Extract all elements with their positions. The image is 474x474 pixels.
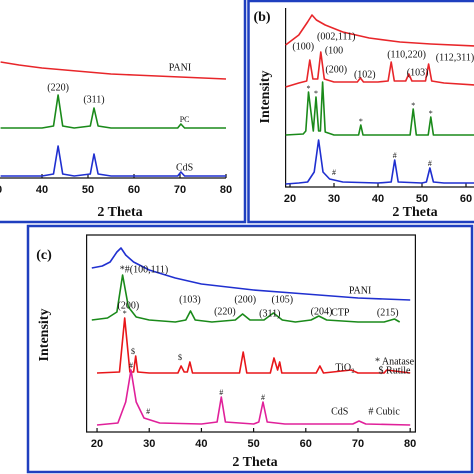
- data-line: [0, 145, 226, 177]
- panel-frame: [247, 0, 474, 224]
- annotation: (215): [377, 307, 399, 318]
- annotation: #: [129, 361, 133, 370]
- annotation: (110,220): [387, 49, 426, 60]
- annotation: CTP: [331, 307, 350, 318]
- annotation: *: [411, 101, 415, 110]
- x-axis-title: 2 Theta: [97, 205, 142, 220]
- annotation: #: [332, 168, 336, 177]
- data-line: [91, 274, 401, 323]
- x-tick-label: 60: [300, 438, 312, 450]
- panel: 20 30 40 50 60 (002,111)(100) (100 (200) (102) (1…: [253, 8, 474, 220]
- y-axis-title: Intensity: [37, 309, 52, 362]
- data-line: [96, 317, 411, 374]
- panel-frame: [0, 0, 247, 224]
- annotation: # Cubic: [368, 406, 400, 417]
- annotation: (220): [47, 82, 69, 93]
- x-tick-label: 70: [352, 438, 364, 450]
- annotation: (103): [179, 294, 201, 305]
- annotation: PANI: [349, 285, 371, 296]
- axis-line: [285, 8, 474, 188]
- annotation: #: [146, 407, 150, 416]
- x-tick-label: 50: [82, 184, 94, 196]
- x-axis-title: 2 Theta: [232, 455, 277, 470]
- annotation: CdS: [331, 406, 348, 417]
- annotation: (105): [271, 294, 293, 305]
- annotation: $: [131, 347, 135, 356]
- annotation: CdS: [176, 162, 193, 173]
- x-tick-label: 40: [372, 193, 384, 205]
- x-tick-label: 50: [247, 438, 259, 450]
- x-tick-label: 80: [220, 184, 232, 196]
- annotation: (311): [259, 308, 280, 319]
- x-tick-label: 50: [416, 193, 428, 205]
- annotation: (220): [214, 306, 236, 317]
- x-tick-label: 60: [460, 193, 472, 205]
- annotation: *: [359, 117, 363, 126]
- x-tick-label: 30: [0, 184, 2, 196]
- data-line: [0, 61, 227, 80]
- x-tick-label: 60: [128, 184, 140, 196]
- annotation: #: [261, 393, 265, 402]
- data-line: [285, 51, 474, 88]
- x-tick-label: 30: [143, 438, 155, 450]
- annotation: #: [428, 159, 432, 168]
- data-line: [285, 139, 474, 185]
- panel-label: (c): [36, 248, 52, 263]
- annotation: (100: [325, 45, 343, 56]
- x-tick-label: 20: [284, 193, 296, 205]
- data-line: [0, 94, 226, 129]
- annotation: *: [123, 309, 127, 318]
- annotation: (311): [83, 94, 104, 105]
- x-tick-label: 40: [195, 438, 207, 450]
- annotation: *#(100,111): [120, 264, 168, 275]
- annotation: TiO₂: [335, 362, 354, 373]
- panel-label: (b): [253, 10, 270, 25]
- annotation: PANI: [169, 62, 191, 73]
- data-line: [285, 81, 474, 136]
- annotation: *: [314, 89, 318, 98]
- annotation: (100): [292, 41, 314, 52]
- axis-line: [86, 234, 416, 433]
- x-tick-label: 70: [174, 184, 186, 196]
- annotation: *: [306, 84, 310, 93]
- annotation: (200): [234, 294, 256, 305]
- annotation: (200): [325, 64, 347, 75]
- panel-frame: [26, 224, 474, 474]
- data-line: [285, 14, 474, 47]
- annotation: #: [219, 388, 223, 397]
- annotation: $ Rutile: [379, 365, 412, 376]
- annotation: PC: [180, 115, 190, 124]
- annotation: *: [429, 109, 433, 118]
- y-axis-title: Intensity: [258, 71, 273, 124]
- annotation: $: [178, 353, 182, 362]
- data-line: [91, 247, 411, 301]
- x-axis-title: 2 Theta: [392, 205, 437, 220]
- annotation: (112,311): [436, 52, 474, 63]
- x-tick-label: 40: [36, 184, 48, 196]
- annotation: (002,111): [317, 31, 355, 42]
- annotation: (200): [118, 300, 140, 311]
- x-tick-label: 20: [91, 438, 103, 450]
- x-tick-label: 30: [328, 193, 340, 205]
- x-tick-label: 80: [404, 438, 416, 450]
- annotation: (103): [407, 67, 429, 78]
- panel: 30 40 50 60 70 80 (220) (311) PANI PC CdS 2 Theta: [0, 61, 232, 220]
- data-line: [96, 369, 411, 426]
- annotation: (102): [354, 69, 376, 80]
- annotation: (204): [311, 306, 333, 317]
- annotation: * Anatase: [375, 356, 415, 367]
- annotation: #: [393, 151, 397, 160]
